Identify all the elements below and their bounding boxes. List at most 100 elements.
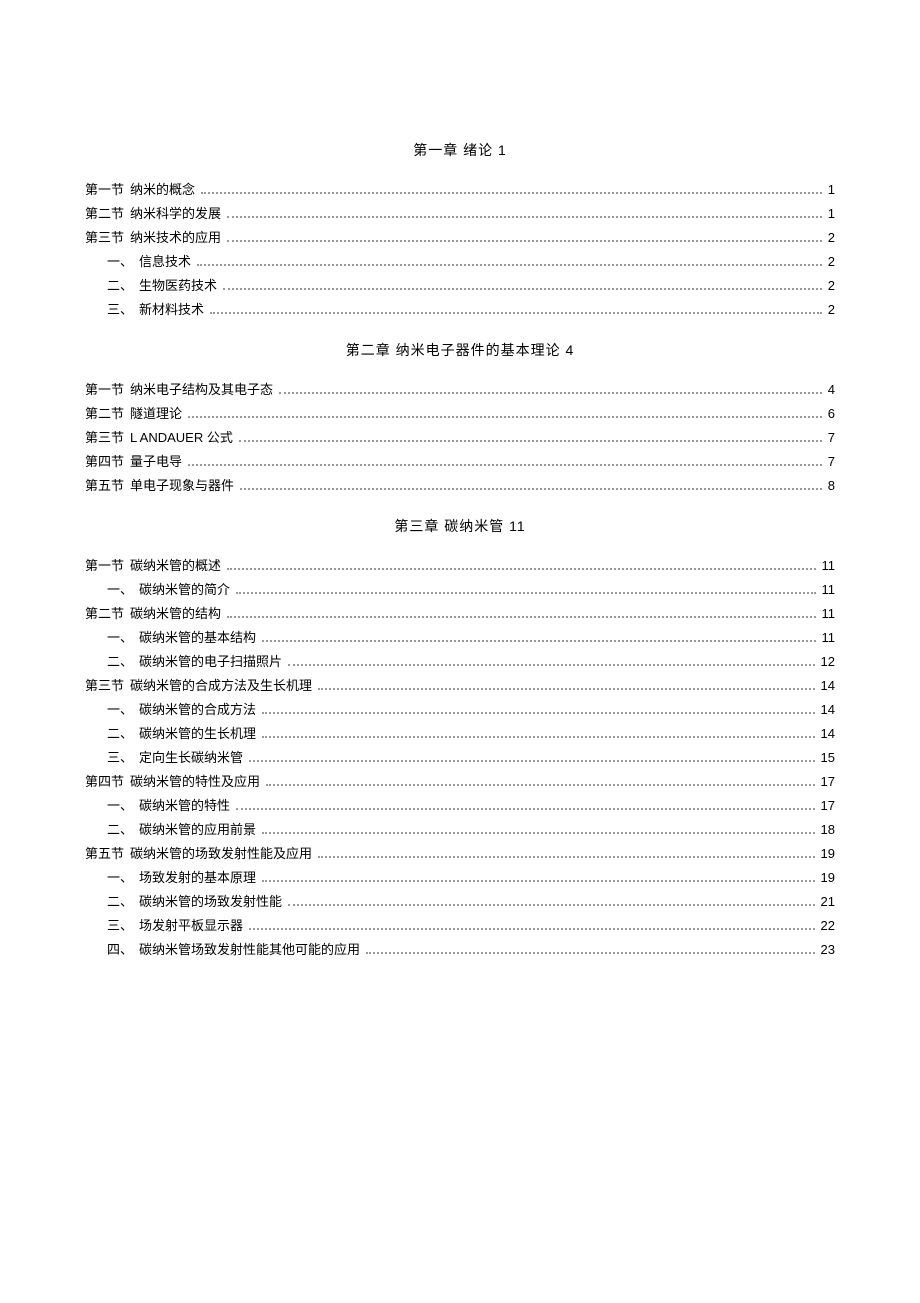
- toc-entry-label: 三、: [85, 746, 139, 770]
- toc-entry: 一、碳纳米管的合成方法14: [85, 698, 835, 722]
- toc-entry-label: 四、: [85, 938, 139, 962]
- toc-entry: 二、碳纳米管的应用前景 18: [85, 818, 835, 842]
- toc-leader-dots: [197, 264, 822, 266]
- toc-page-number: 11: [822, 578, 836, 602]
- toc-leader-dots: [318, 856, 815, 858]
- toc-entry-text: 碳纳米管的电子扫描照片: [139, 650, 282, 674]
- toc-leader-dots: [188, 416, 822, 418]
- toc-entry-text: L ANDAUER 公式: [130, 426, 233, 450]
- toc-page-number: 2: [828, 250, 835, 274]
- toc-leader-dots: [236, 592, 815, 594]
- toc-entry-label: 第二节: [85, 202, 130, 226]
- toc-page-number: 17: [821, 770, 835, 794]
- toc-entry: 一、场致发射的基本原理19: [85, 866, 835, 890]
- toc-page-number: 18: [821, 818, 835, 842]
- toc-entry-label: 一、: [85, 866, 139, 890]
- toc-entry: 第一节纳米电子结构及其电子态4: [85, 378, 835, 402]
- toc-section: 第一节碳纳米管的概述11一、碳纳米管的简介11第二节碳纳米管的结构11一、碳纳米…: [85, 554, 835, 962]
- toc-leader-dots: [201, 192, 822, 194]
- toc-entry-text: 碳纳米管的简介: [139, 578, 230, 602]
- toc-leader-dots: [227, 240, 822, 242]
- toc-entry-label: 二、: [85, 818, 139, 842]
- toc-entry-text: 场致发射的基本原理: [139, 866, 256, 890]
- toc-leader-dots: [288, 664, 815, 666]
- toc-entry-label: 第一节: [85, 378, 130, 402]
- toc-entry-label: 一、: [85, 626, 139, 650]
- toc-page-number: 14: [821, 722, 835, 746]
- toc-section: 第一节纳米电子结构及其电子态4第二节隧道理论6第三节L ANDAUER 公式7第…: [85, 378, 835, 498]
- toc-entry-label: 第四节: [85, 450, 130, 474]
- toc-entry: 第二节碳纳米管的结构11: [85, 602, 835, 626]
- toc-leader-dots: [262, 832, 815, 834]
- toc-entry-text: 信息技术: [139, 250, 191, 274]
- chapter-title: 第二章 纳米电子器件的基本理论 4: [85, 340, 835, 360]
- toc-entry-label: 二、: [85, 650, 139, 674]
- toc-leader-dots: [249, 760, 815, 762]
- toc-entry-label: 一、: [85, 578, 139, 602]
- toc-entry-label: 一、: [85, 250, 139, 274]
- toc-entry: 二、碳纳米管的场致发射性能21: [85, 890, 835, 914]
- toc-entry-text: 单电子现象与器件: [130, 474, 234, 498]
- toc-entry-text: 碳纳米管的特性及应用: [130, 770, 260, 794]
- toc-entry: 一、碳纳米管的基本结构11: [85, 626, 835, 650]
- toc-entry: 一、碳纳米管的简介 11: [85, 578, 835, 602]
- toc-entry-label: 第四节: [85, 770, 130, 794]
- toc-entry-text: 碳纳米管的合成方法: [139, 698, 256, 722]
- toc-page-number: 12: [821, 650, 835, 674]
- toc-entry-text: 纳米科学的发展: [130, 202, 221, 226]
- toc-entry: 二、碳纳米管的生长机理14: [85, 722, 835, 746]
- toc-page-number: 22: [821, 914, 835, 938]
- toc-entry-text: 纳米的概念: [130, 178, 195, 202]
- toc-page-number: 23: [821, 938, 835, 962]
- toc-entry-label: 第五节: [85, 842, 130, 866]
- toc-page-number: 17: [821, 794, 835, 818]
- chapter-title: 第一章 绪论 1: [85, 140, 835, 160]
- toc-entry: 第二节纳米科学的发展1: [85, 202, 835, 226]
- toc-entry-text: 场发射平板显示器: [139, 914, 243, 938]
- toc-entry-label: 一、: [85, 698, 139, 722]
- toc-entry-label: 第五节: [85, 474, 130, 498]
- toc-entry: 第四节量子电导7: [85, 450, 835, 474]
- toc-leader-dots: [262, 640, 815, 642]
- toc-page-number: 1: [828, 178, 835, 202]
- toc-entry: 第二节隧道理论6: [85, 402, 835, 426]
- toc-entry-label: 第二节: [85, 402, 130, 426]
- toc-entry: 三、定向生长碳纳米管15: [85, 746, 835, 770]
- toc-entry: 二、碳纳米管的电子扫描照片 12: [85, 650, 835, 674]
- toc-page-number: 11: [822, 554, 836, 578]
- toc-entry-label: 第三节: [85, 674, 130, 698]
- toc-page-number: 15: [821, 746, 835, 770]
- toc-entry-label: 第一节: [85, 554, 130, 578]
- toc-leader-dots: [279, 392, 822, 394]
- toc-leader-dots: [366, 952, 815, 954]
- toc-entry-label: 一、: [85, 794, 139, 818]
- toc-page-number: 11: [822, 626, 836, 650]
- toc-entry: 第一节碳纳米管的概述11: [85, 554, 835, 578]
- toc-leader-dots: [288, 904, 815, 906]
- toc-page-number: 2: [828, 226, 835, 250]
- toc-entry: 一、碳纳米管的特性 17: [85, 794, 835, 818]
- toc-entry-text: 碳纳米管场致发射性能其他可能的应用: [139, 938, 360, 962]
- toc-section: 第一节纳米的概念1第二节纳米科学的发展1第三节纳米技术的应用2一、信息技术2二、…: [85, 178, 835, 322]
- toc-entry: 第五节碳纳米管的场致发射性能及应用19: [85, 842, 835, 866]
- toc-entry: 四、碳纳米管场致发射性能其他可能的应用 23: [85, 938, 835, 962]
- toc-entry: 二、生物医药技术2: [85, 274, 835, 298]
- toc-entry: 第四节碳纳米管的特性及应用 17: [85, 770, 835, 794]
- toc-entry: 第三节碳纳米管的合成方法及生长机理14: [85, 674, 835, 698]
- toc-page-number: 2: [828, 298, 835, 322]
- toc-entry-text: 碳纳米管的应用前景: [139, 818, 256, 842]
- toc-entry: 第一节纳米的概念1: [85, 178, 835, 202]
- toc-entry-text: 碳纳米管的结构: [130, 602, 221, 626]
- toc-entry-text: 隧道理论: [130, 402, 182, 426]
- toc-leader-dots: [262, 736, 815, 738]
- toc-entry: 第三节纳米技术的应用2: [85, 226, 835, 250]
- toc-entry-text: 纳米技术的应用: [130, 226, 221, 250]
- toc-leader-dots: [188, 464, 822, 466]
- toc-entry: 第三节L ANDAUER 公式7: [85, 426, 835, 450]
- toc-entry-text: 碳纳米管的场致发射性能及应用: [130, 842, 312, 866]
- toc-entry-text: 碳纳米管的特性: [139, 794, 230, 818]
- toc-leader-dots: [236, 808, 815, 810]
- toc-entry-label: 三、: [85, 914, 139, 938]
- toc-leader-dots: [210, 312, 822, 314]
- toc-entry-label: 第三节: [85, 426, 130, 450]
